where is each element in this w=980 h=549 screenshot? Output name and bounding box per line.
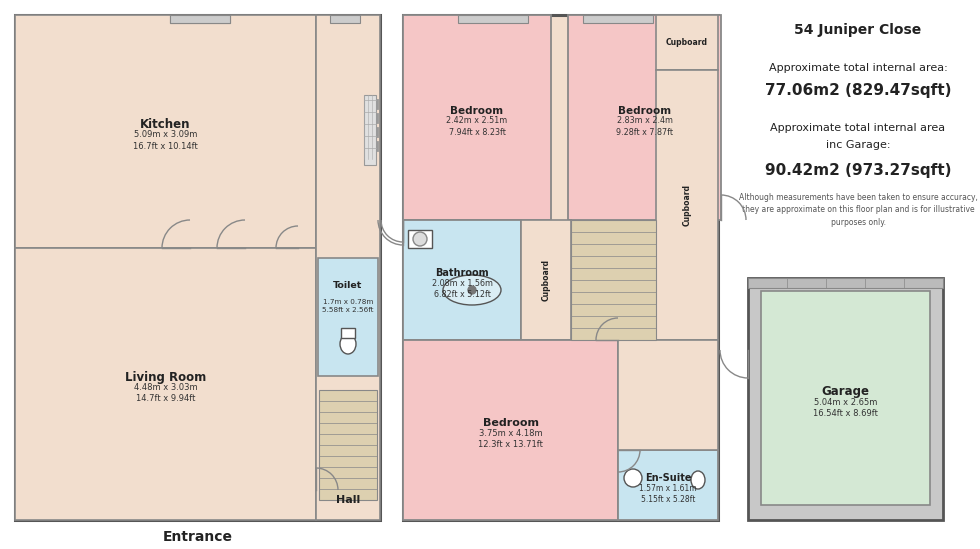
Bar — [316, 15, 380, 520]
Text: 54 Juniper Close: 54 Juniper Close — [795, 23, 921, 37]
Text: 1.57m x 1.61m
5.15ft x 5.28ft: 1.57m x 1.61m 5.15ft x 5.28ft — [639, 484, 697, 504]
Bar — [318, 258, 378, 376]
Ellipse shape — [443, 275, 501, 305]
Text: Approximate total internal area: Approximate total internal area — [770, 123, 946, 133]
Text: inc Garage:: inc Garage: — [826, 140, 890, 150]
Ellipse shape — [340, 334, 356, 354]
Text: Bathroom: Bathroom — [435, 268, 489, 278]
Bar — [170, 15, 230, 23]
Text: Cupboard: Cupboard — [542, 259, 551, 301]
Circle shape — [413, 232, 427, 246]
Text: Entrance: Entrance — [163, 530, 232, 544]
Bar — [656, 70, 718, 340]
Bar — [568, 15, 721, 220]
Bar — [403, 340, 618, 520]
Text: Hall: Hall — [336, 495, 360, 505]
Bar — [319, 390, 377, 500]
Bar — [748, 278, 943, 520]
Bar — [521, 220, 571, 340]
Text: 77.06m2 (829.47sqft): 77.06m2 (829.47sqft) — [764, 82, 952, 98]
Bar — [583, 15, 653, 23]
Text: En-Suite: En-Suite — [645, 473, 691, 483]
Bar — [403, 220, 521, 340]
Bar — [761, 291, 930, 505]
Text: Approximate total internal area:: Approximate total internal area: — [768, 63, 948, 73]
Text: 1.7m x 0.78m
5.58ft x 2.56ft: 1.7m x 0.78m 5.58ft x 2.56ft — [322, 299, 373, 313]
Text: Kitchen: Kitchen — [140, 118, 191, 131]
Bar — [748, 278, 943, 288]
Circle shape — [468, 286, 476, 294]
Text: 2.08m x 1.56m
6.82ft x 5.12ft: 2.08m x 1.56m 6.82ft x 5.12ft — [431, 279, 493, 299]
Text: Garage: Garage — [821, 385, 869, 399]
Bar — [341, 328, 355, 338]
Bar — [408, 230, 432, 248]
Bar — [170, 15, 230, 23]
Text: 4.48m x 3.03m
14.7ft x 9.94ft: 4.48m x 3.03m 14.7ft x 9.94ft — [133, 383, 197, 403]
Text: 2.42m x 2.51m
7.94ft x 8.23ft: 2.42m x 2.51m 7.94ft x 8.23ft — [446, 116, 508, 137]
Bar — [15, 15, 316, 248]
Text: 5.04m x 2.65m
16.54ft x 8.69ft: 5.04m x 2.65m 16.54ft x 8.69ft — [813, 398, 878, 418]
Text: Bedroom: Bedroom — [482, 418, 538, 428]
Text: Although measurements have been taken to ensure accuracy,
they are approximate o: Although measurements have been taken to… — [739, 193, 977, 227]
Bar — [15, 248, 316, 520]
Bar — [15, 15, 380, 520]
Bar — [618, 450, 718, 520]
Text: Bedroom: Bedroom — [618, 105, 671, 115]
Text: Toilet: Toilet — [333, 282, 363, 290]
Text: Cupboard: Cupboard — [666, 38, 708, 47]
Bar — [458, 15, 528, 23]
Ellipse shape — [691, 471, 705, 489]
Text: Bedroom: Bedroom — [451, 105, 504, 115]
Bar — [403, 15, 718, 520]
Text: 3.75m x 4.18m
12.3ft x 13.71ft: 3.75m x 4.18m 12.3ft x 13.71ft — [478, 429, 543, 449]
Text: 2.83m x 2.4m
9.28ft x 7.87ft: 2.83m x 2.4m 9.28ft x 7.87ft — [616, 116, 673, 137]
Bar — [656, 15, 718, 70]
Text: Cupboard: Cupboard — [682, 184, 692, 226]
Bar — [618, 340, 718, 450]
Text: 90.42m2 (973.27sqft): 90.42m2 (973.27sqft) — [764, 163, 952, 177]
Text: Living Room: Living Room — [124, 371, 206, 384]
Bar — [571, 220, 656, 340]
Circle shape — [624, 469, 642, 487]
Text: 5.09m x 3.09m
16.7ft x 10.14ft: 5.09m x 3.09m 16.7ft x 10.14ft — [133, 130, 198, 151]
Bar — [330, 15, 360, 23]
Bar — [403, 15, 551, 220]
Bar — [364, 95, 376, 165]
